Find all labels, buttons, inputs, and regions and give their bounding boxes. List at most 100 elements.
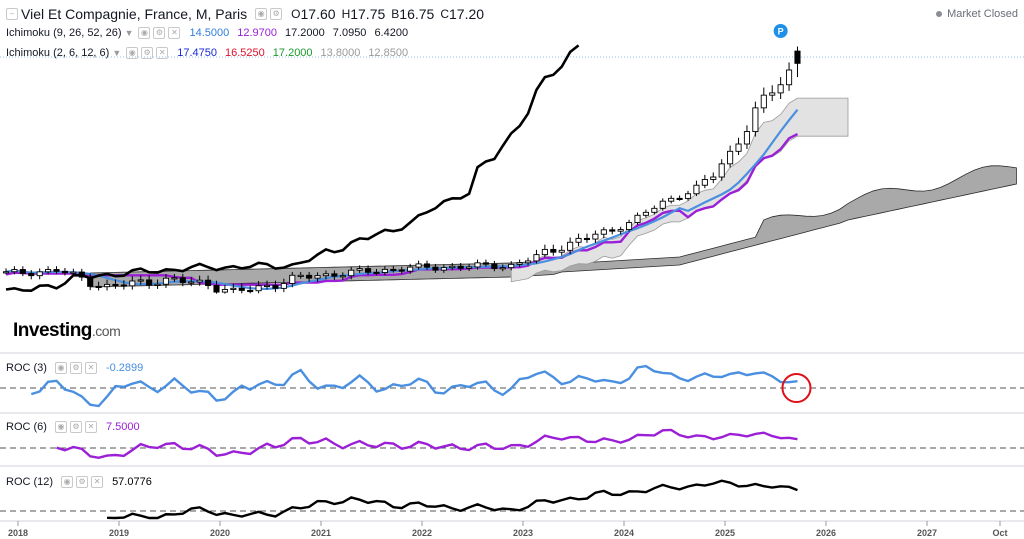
- chevron-down-icon[interactable]: ▼: [124, 28, 134, 38]
- candle-body: [609, 229, 616, 232]
- eye-icon[interactable]: ◉: [255, 8, 268, 20]
- market-status-text: Market Closed: [947, 8, 1018, 20]
- x-axis-label: 2019: [108, 528, 130, 538]
- candle-body: [617, 229, 624, 232]
- market-status: Market Closed: [936, 8, 1018, 20]
- eye-icon[interactable]: ◉: [61, 476, 74, 488]
- ichimoku-2-legend[interactable]: Ichimoku (2, 6, 12, 6) ▼ ◉ ⚙ ✕ 17.4750 1…: [6, 47, 408, 59]
- candle-body: [230, 287, 237, 290]
- settings-icon[interactable]: ⚙: [76, 476, 89, 488]
- candle-body: [28, 272, 35, 277]
- candle-body: [162, 277, 170, 285]
- candle-body: [11, 269, 18, 273]
- candle-body: [146, 279, 153, 286]
- candle-body: [70, 271, 77, 274]
- candle-body: [583, 237, 591, 241]
- candle-body: [423, 263, 431, 268]
- candle-body: [499, 267, 506, 270]
- ichi2-tenkan: 17.4750: [177, 47, 218, 59]
- candle-body: [684, 193, 692, 199]
- roc6-label: ROC (6): [6, 421, 47, 433]
- candle-body: [103, 283, 111, 288]
- candle-body: [348, 269, 355, 277]
- eye-icon[interactable]: ◉: [54, 421, 67, 433]
- close-icon[interactable]: ✕: [84, 362, 97, 374]
- roc6-line: [56, 428, 798, 460]
- candle-body: [642, 211, 649, 216]
- investing-logo: Investing.com: [13, 320, 121, 342]
- roc3-label: ROC (3): [6, 362, 47, 374]
- candle-body: [541, 248, 548, 256]
- logo-suffix-text: .com: [91, 323, 121, 339]
- period-marker-label: P: [778, 27, 784, 37]
- candle-body: [575, 237, 582, 243]
- roc6-legend[interactable]: ROC (6) ◉ ⚙ ✕ 7.5000: [6, 421, 140, 433]
- x-axis-label: 2024: [613, 528, 635, 538]
- candle-body: [339, 275, 346, 278]
- candle-body: [373, 271, 380, 274]
- chikou-line: [5, 44, 580, 293]
- chevron-down-icon[interactable]: ▼: [112, 48, 122, 58]
- candle-body: [760, 94, 767, 109]
- ichimoku-2-6-cloud: [510, 97, 849, 283]
- settings-icon[interactable]: ⚙: [69, 421, 82, 433]
- close-icon[interactable]: ✕: [156, 47, 169, 59]
- candle-body: [120, 284, 127, 287]
- close-icon[interactable]: ✕: [168, 27, 181, 39]
- candle-body: [710, 176, 717, 180]
- candle-body: [524, 260, 532, 264]
- ichimoku-1-label: Ichimoku (9, 26, 52, 26): [6, 27, 122, 39]
- candle-body: [516, 262, 523, 265]
- candle-body: [87, 276, 94, 287]
- candle-body: [356, 268, 363, 271]
- close-icon[interactable]: ✕: [84, 421, 97, 433]
- candle-body: [255, 285, 262, 292]
- candle-body: [466, 266, 473, 269]
- ichi2-senkou-b: 12.8500: [368, 47, 409, 59]
- roc3-legend[interactable]: ROC (3) ◉ ⚙ ✕ -0.2899: [6, 362, 143, 374]
- candle-body: [221, 289, 228, 293]
- eye-icon[interactable]: ◉: [126, 47, 139, 59]
- candle-body: [137, 279, 144, 282]
- x-axis-label: 2022: [411, 528, 433, 538]
- candle-body: [129, 280, 136, 287]
- roc12-legend[interactable]: ROC (12) ◉ ⚙ ✕ 57.0776: [6, 476, 152, 488]
- ichimoku-1-legend[interactable]: Ichimoku (9, 26, 52, 26) ▼ ◉ ⚙ ✕ 14.5000…: [6, 27, 408, 39]
- ichi2-senkou-a: 13.8000: [320, 47, 361, 59]
- candle-body: [188, 281, 195, 284]
- collapse-icon[interactable]: –: [6, 8, 18, 20]
- candle-body: [777, 84, 784, 94]
- ichi2-kijun: 16.5250: [225, 47, 265, 59]
- eye-icon[interactable]: ◉: [54, 362, 67, 374]
- candle-body: [558, 249, 565, 253]
- candle-body: [727, 150, 734, 165]
- candle-body: [482, 262, 489, 265]
- ichi1-senkou-a: 7.0950: [332, 27, 367, 39]
- settings-icon[interactable]: ⚙: [69, 362, 82, 374]
- ohlc-close: 17.20: [449, 6, 485, 22]
- symbol-title: Viel Et Compagnie, France, M, Paris: [21, 6, 248, 22]
- candle-body: [154, 283, 161, 286]
- eye-icon[interactable]: ◉: [138, 27, 151, 39]
- settings-icon[interactable]: ⚙: [153, 27, 166, 39]
- ichi1-tenkan: 14.5000: [189, 27, 230, 39]
- candle-body: [78, 271, 85, 278]
- candle-body: [474, 262, 481, 268]
- candle-body: [322, 273, 330, 277]
- red-circle-annotation: [781, 373, 812, 403]
- period-marker-icon: [773, 24, 788, 38]
- settings-icon[interactable]: ⚙: [141, 47, 154, 59]
- status-dot-icon: [936, 11, 943, 17]
- close-icon[interactable]: ✕: [91, 476, 104, 488]
- candle-body: [567, 241, 574, 251]
- settings-icon[interactable]: ⚙: [270, 8, 283, 20]
- x-axis-label: 2023: [512, 528, 534, 538]
- candle-body: [533, 254, 540, 262]
- candle-body: [743, 131, 751, 145]
- candle-body: [449, 265, 456, 269]
- x-axis-label: 2026: [815, 528, 837, 538]
- roc12-value: 57.0776: [112, 476, 152, 488]
- ohlc-high-key: H: [341, 7, 351, 21]
- symbol-header: – Viel Et Compagnie, France, M, Paris ◉ …: [6, 6, 484, 22]
